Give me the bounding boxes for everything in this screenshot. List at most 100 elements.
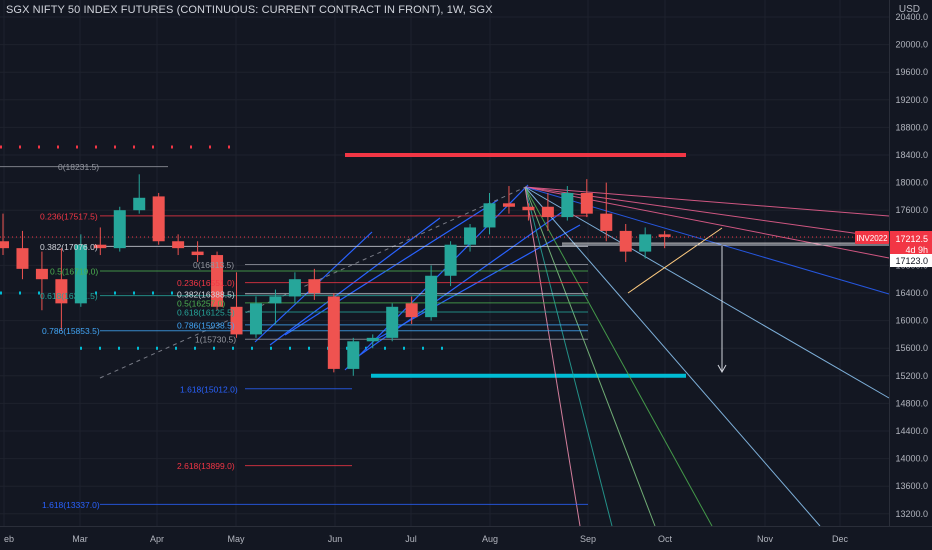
candle-body (541, 206, 554, 218)
price-tick-label: 13600.0 (895, 481, 928, 491)
candle-body (425, 275, 438, 318)
candle-body (94, 244, 107, 249)
candle-body (172, 241, 185, 249)
price-tick-label: 15200.0 (895, 371, 928, 381)
price-tick-label: 19600.0 (895, 67, 928, 77)
fan-line (524, 186, 890, 259)
price-tick-label: 15600.0 (895, 343, 928, 353)
fan-line (524, 186, 713, 527)
currency-label[interactable]: USD (898, 4, 920, 15)
fib-label: 0(18231.5) (58, 162, 99, 172)
fan-line (524, 186, 890, 217)
candle-body (133, 197, 146, 211)
fib-label: 1(15730.5) (195, 335, 236, 345)
grid-layer (0, 0, 889, 526)
candle-body (211, 255, 224, 307)
time-scale-bg (0, 527, 932, 550)
candle-body (191, 251, 204, 256)
fib-label: 0.5(16719.0) (50, 266, 98, 276)
candle-body (444, 244, 457, 276)
symbol-badge-bg (855, 231, 889, 244)
time-tick-label: Jun (328, 534, 343, 544)
fan-line (524, 186, 890, 239)
candle-body (522, 206, 535, 211)
candles (0, 174, 671, 376)
time-tick-label: Oct (658, 534, 673, 544)
fib-label: 0.236(16551.0) (177, 278, 235, 288)
symbol-badge-text: INV2022 (856, 234, 888, 243)
level-badge-bg (890, 254, 932, 267)
time-tick-label: Apr (150, 534, 164, 544)
price-tick-label: 18800.0 (895, 122, 928, 132)
time-tick-label: Dec (832, 534, 849, 544)
time-tick-label: eb (4, 534, 14, 544)
fib-label: 0.618(16125.5) (177, 307, 235, 317)
level-badge-value: 17123.0 (895, 256, 928, 266)
fib-label: 0.618(16361.5) (40, 291, 98, 301)
price-tick-label: 13200.0 (895, 509, 928, 519)
candle-body (386, 306, 399, 338)
candle-body (600, 213, 613, 231)
fan-line (524, 186, 613, 527)
price-scale: 20400.0 20000.0 19600.0 19200.0 18800.0 18400… (855, 0, 932, 526)
fib-label: 0(16813.5) (193, 260, 234, 270)
price-tick-label: 14000.0 (895, 454, 928, 464)
fib-labels: 0(18231.5) 0.236(17517.5) 0.382(17076.0) 0.… (40, 162, 238, 510)
fan-line (524, 186, 656, 527)
chart-title: SGX NIFTY 50 INDEX FUTURES (CONTINUOUS: … (6, 4, 493, 16)
price-tick-label: 17600.0 (895, 205, 928, 215)
time-tick-label: May (227, 534, 245, 544)
price-badge-bg (890, 231, 932, 256)
price-tick-label: 20400.0 (895, 12, 928, 22)
candle-body (561, 192, 574, 218)
candle-body (0, 241, 9, 249)
time-tick-label: Nov (757, 534, 774, 544)
fan-line (524, 186, 581, 527)
fib-label: 0.786(15938.5) (177, 320, 235, 330)
price-tick-label: 14400.0 (895, 426, 928, 436)
candle-body (113, 210, 126, 249)
projection-arrow-head (717, 364, 727, 374)
time-tick-label: Sep (580, 534, 596, 544)
candle-body (405, 303, 418, 318)
candle-body (366, 337, 379, 342)
price-scale-divider (889, 0, 890, 526)
fib-label: 2.618(13899.0) (177, 461, 235, 471)
candle-body (502, 203, 515, 207)
fib-label: 0.236(17517.5) (40, 211, 98, 221)
price-tick-label: 16400.0 (895, 288, 928, 298)
channel-line (269, 217, 441, 346)
candle-body (580, 192, 593, 214)
candle-body (16, 248, 29, 269)
candle-body (152, 196, 165, 242)
candle-body (249, 303, 262, 335)
candle-body (658, 234, 671, 237)
candle-body (619, 230, 632, 252)
time-tick-label: Mar (72, 534, 88, 544)
fib-label: 0.786(15853.5) (42, 326, 100, 336)
candle-body (288, 279, 301, 297)
fib-label: 1.618(13337.0) (42, 500, 100, 510)
channel-line (284, 199, 499, 336)
price-tick-label: 18400.0 (895, 150, 928, 160)
candle-body (347, 341, 360, 369)
fib-label: 0.5(16257.0) (177, 298, 225, 308)
fib-label: 0.382(17076.0) (40, 242, 98, 252)
candle-body (269, 296, 282, 304)
time-scale: eb Mar Apr May Jun Jul Aug Sep Oct Nov Dec (0, 527, 932, 550)
price-badge-countdown: 4d 9h (905, 245, 928, 255)
fan-line (524, 186, 890, 399)
candle-body (483, 203, 496, 228)
fan-line (524, 186, 890, 295)
time-tick-label: Jul (405, 534, 417, 544)
price-tick-label: 19200.0 (895, 95, 928, 105)
candle-body (308, 279, 321, 293)
candle-body (35, 268, 48, 280)
price-tick-label: 16000.0 (895, 316, 928, 326)
price-tick-label: 18000.0 (895, 178, 928, 188)
fib-levels (0, 166, 889, 505)
fan-counter-line (627, 227, 723, 294)
price-tick-label: 20000.0 (895, 40, 928, 50)
